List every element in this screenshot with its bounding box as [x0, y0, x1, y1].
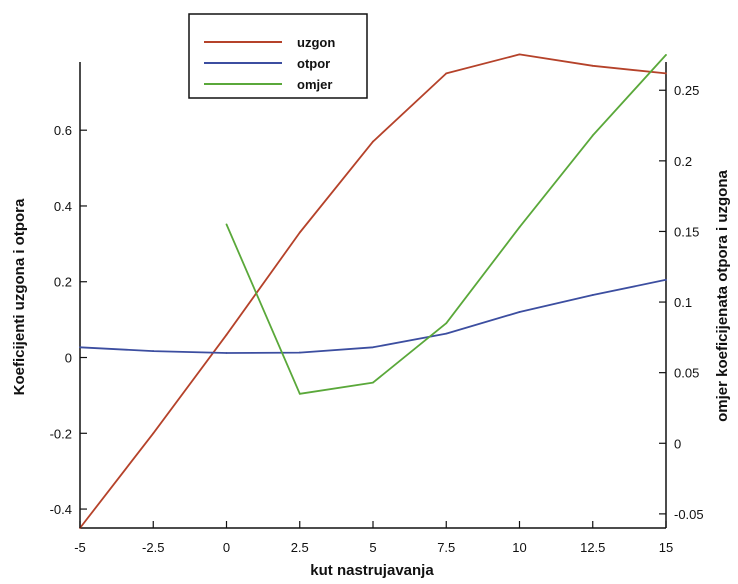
- data-point-otpor: [519, 311, 521, 313]
- legend-box: [189, 14, 367, 98]
- series-line-omjer: [227, 55, 667, 394]
- data-point-otpor: [152, 350, 154, 352]
- data-point-omjer: [665, 54, 667, 56]
- data-point-uzgon: [152, 432, 154, 434]
- data-point-uzgon: [299, 232, 301, 234]
- x-tick-label: 12.5: [580, 540, 605, 555]
- data-point-omjer: [445, 322, 447, 324]
- x-tick-label: -5: [74, 540, 86, 555]
- y-left-tick-label: 0.2: [54, 275, 72, 290]
- data-point-uzgon: [226, 334, 228, 336]
- y-right-tick-label: 0.15: [674, 224, 699, 239]
- x-tick-label: 5: [369, 540, 376, 555]
- y-left-tick-label: 0.6: [54, 123, 72, 138]
- y-left-tick-label: 0: [65, 351, 72, 366]
- data-point-omjer: [592, 135, 594, 137]
- x-tick-label: 2.5: [291, 540, 309, 555]
- y-left-axis-title: Koeficijenti uzgona i otpora: [11, 198, 28, 395]
- series-layer: [79, 54, 667, 529]
- legend-label-uzgon: uzgon: [297, 35, 335, 50]
- data-point-otpor: [299, 352, 301, 354]
- data-point-uzgon: [372, 141, 374, 143]
- data-point-omjer: [372, 382, 374, 384]
- plot-area: [80, 62, 666, 528]
- legend: uzgon otpor omjer: [189, 14, 367, 98]
- data-point-otpor: [665, 279, 667, 281]
- data-point-otpor: [592, 294, 594, 296]
- y-right-tick-label: 0.05: [674, 366, 699, 381]
- data-point-uzgon: [665, 72, 667, 74]
- data-point-omjer: [226, 223, 228, 225]
- data-point-otpor: [445, 333, 447, 335]
- y-left-tick-label: 0.4: [54, 199, 72, 214]
- data-point-otpor: [226, 352, 228, 354]
- series-line-uzgon: [80, 54, 666, 528]
- x-axis-ticks: -5 -2.5 0 2.5 5 7.5 10 12.5 15: [74, 521, 673, 555]
- data-point-omjer: [519, 226, 521, 228]
- x-axis-title: kut nastrujavanja: [310, 562, 434, 579]
- y-right-axis-title: omjer koeficijenata otpora i uzgona: [714, 169, 731, 421]
- data-point-otpor: [79, 346, 81, 348]
- y-left-axis-ticks: -0.4 -0.2 0 0.2 0.4 0.6: [50, 123, 87, 517]
- y-right-tick-label: 0.2: [674, 154, 692, 169]
- x-tick-label: 15: [659, 540, 673, 555]
- x-tick-label: 7.5: [437, 540, 455, 555]
- x-tick-label: -2.5: [142, 540, 164, 555]
- x-tick-label: 10: [512, 540, 526, 555]
- y-right-tick-label: 0.25: [674, 83, 699, 98]
- data-point-uzgon: [519, 54, 521, 56]
- data-point-omjer: [299, 393, 301, 395]
- y-right-tick-label: 0.1: [674, 295, 692, 310]
- y-left-tick-label: -0.4: [50, 502, 72, 517]
- data-point-uzgon: [592, 65, 594, 67]
- legend-label-omjer: omjer: [297, 77, 332, 92]
- data-point-uzgon: [445, 72, 447, 74]
- legend-label-otpor: otpor: [297, 56, 330, 71]
- y-right-tick-label: 0: [674, 436, 681, 451]
- y-right-tick-label: -0.05: [674, 507, 704, 522]
- data-point-otpor: [372, 346, 374, 348]
- y-left-tick-label: -0.2: [50, 426, 72, 441]
- x-tick-label: 0: [223, 540, 230, 555]
- series-line-otpor: [80, 280, 666, 353]
